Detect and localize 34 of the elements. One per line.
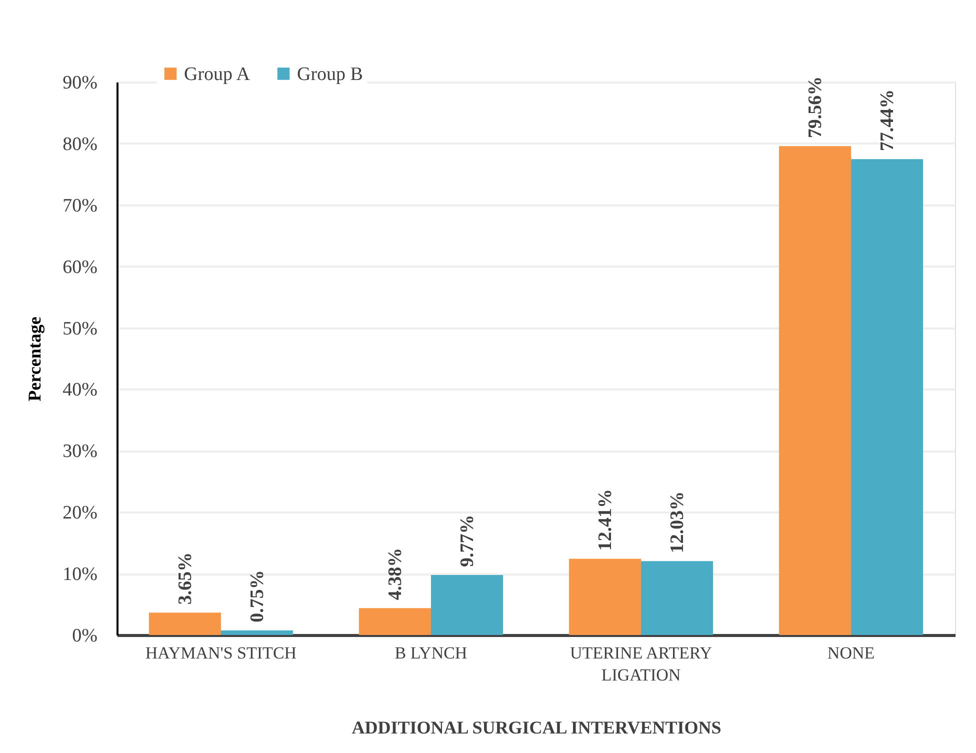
bar	[148, 612, 221, 635]
bar	[220, 630, 293, 635]
bar	[568, 558, 642, 635]
y-tick-label: 30%	[62, 441, 98, 462]
y-tick-label: 0%	[72, 626, 98, 646]
x-axis-title: ADDITIONAL SURGICAL INTERVENTIONS	[352, 718, 722, 738]
bar	[851, 159, 924, 635]
bar	[358, 608, 431, 635]
legend-label: Group A	[184, 64, 250, 85]
x-tick-label: NONE	[827, 644, 875, 662]
y-tick-label: 80%	[62, 134, 98, 155]
data-label: 0.75%	[246, 570, 268, 622]
data-label: 12.41%	[594, 488, 616, 551]
x-tick-label: HAYMAN'S STITCH	[145, 644, 297, 662]
data-label: 77.44%	[877, 89, 898, 152]
bar	[430, 574, 504, 635]
y-tick-label: 40%	[62, 380, 98, 401]
data-label: 12.03%	[667, 491, 688, 554]
y-axis-title: Percentage	[24, 316, 45, 402]
bar	[779, 146, 852, 635]
data-label: 9.77%	[457, 514, 478, 567]
legend-label: Group B	[297, 64, 363, 85]
x-tick-label: UTERINE ARTERY LIGATION	[570, 644, 712, 684]
y-tick-label: 10%	[62, 564, 98, 586]
bar	[641, 561, 714, 635]
data-label: 79.56%	[805, 76, 826, 138]
y-tick-label: 50%	[62, 318, 98, 340]
y-tick-label: 20%	[62, 502, 98, 524]
y-tick-label: 70%	[62, 195, 98, 216]
data-label: 3.65%	[174, 552, 196, 605]
x-tick-label: B LYNCH	[394, 644, 468, 662]
y-tick-label: 60%	[62, 256, 98, 278]
y-tick-label: 90%	[62, 72, 98, 94]
data-label: 4.38%	[384, 548, 406, 600]
